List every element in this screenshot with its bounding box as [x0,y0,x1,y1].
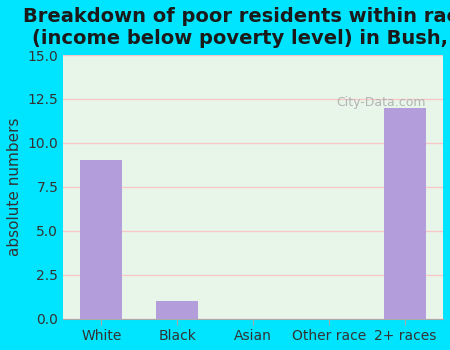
Bar [156,301,198,318]
Y-axis label: absolute numbers: absolute numbers [7,118,22,256]
Title: Breakdown of poor residents within races
(income below poverty level) in Bush, I: Breakdown of poor residents within races… [23,7,450,48]
Bar [81,161,122,318]
Text: City-Data.com: City-Data.com [337,96,426,109]
Bar [384,108,426,319]
